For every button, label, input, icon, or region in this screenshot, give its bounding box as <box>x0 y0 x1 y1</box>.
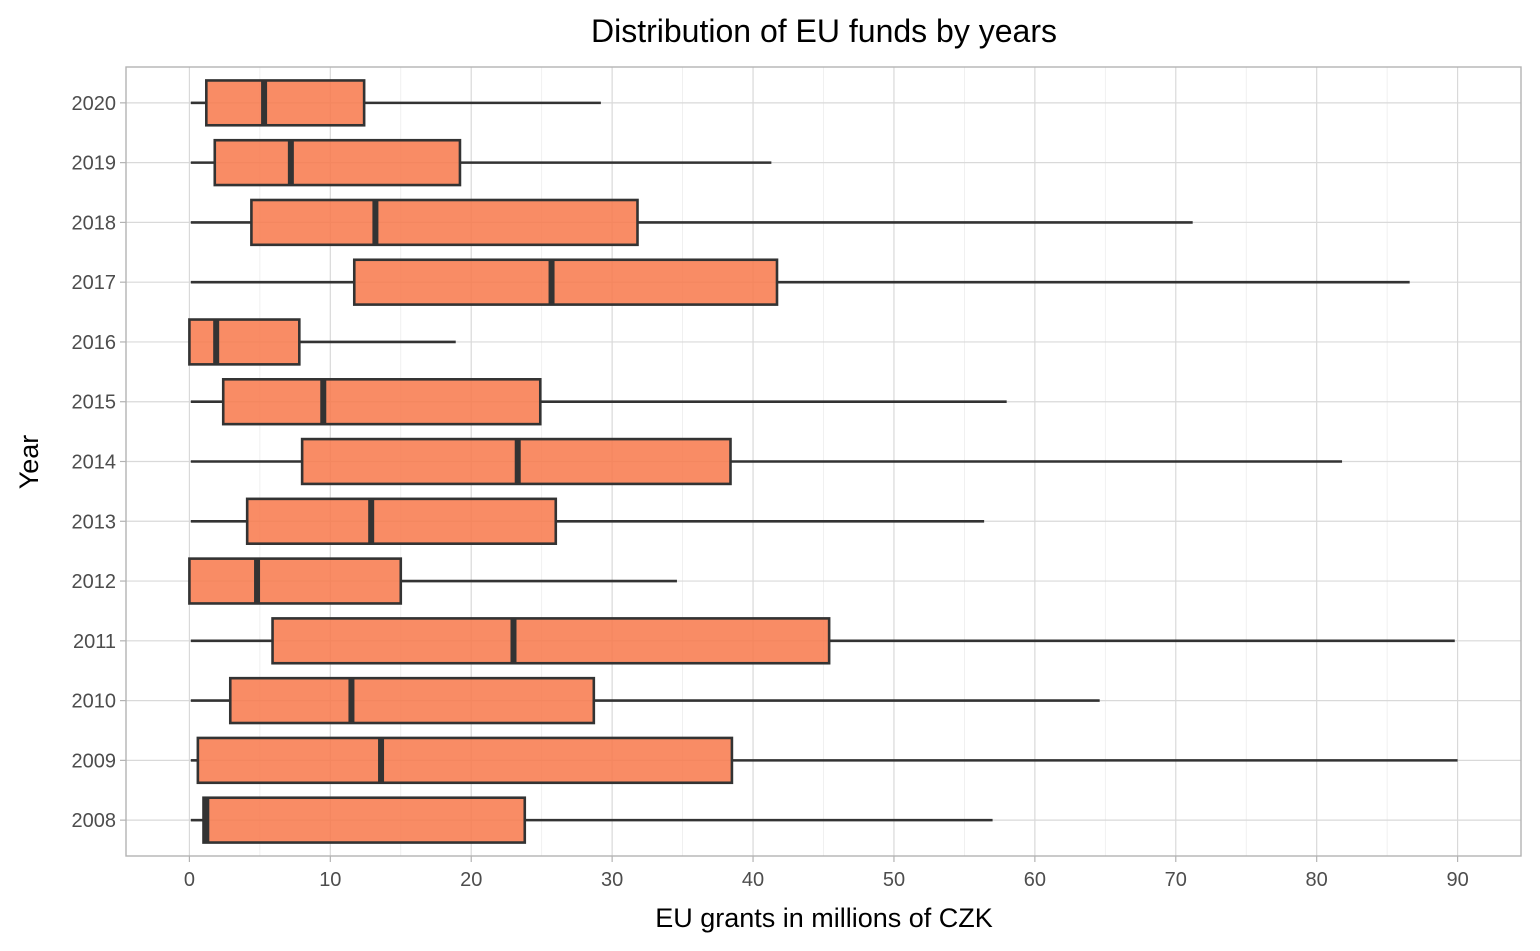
box-2016 <box>188 318 456 366</box>
y-tick-label: 2019 <box>72 153 117 175</box>
iqr-box <box>271 617 831 665</box>
y-tick-label: 2015 <box>72 392 117 414</box>
y-axis: 2008 2009 2010 2011 2012 2013 2014 2015 2016 2017… <box>72 93 126 832</box>
y-tick-label: 2012 <box>72 571 117 593</box>
iqr-box <box>221 378 542 426</box>
x-tick-label: 10 <box>319 869 341 891</box>
box-2011 <box>190 617 1455 665</box>
y-tick-label: 2018 <box>72 212 117 234</box>
y-axis-title: Year <box>14 435 44 490</box>
iqr-box <box>228 676 596 725</box>
x-tick-label: 70 <box>1165 869 1187 891</box>
x-axis: 0 10 20 30 40 50 60 70 80 90 <box>184 856 1469 891</box>
box-2017 <box>190 258 1410 306</box>
y-tick-label: 2016 <box>72 332 117 354</box>
box-2010 <box>190 676 1100 725</box>
boxes <box>188 79 1458 844</box>
x-tick-label: 90 <box>1446 869 1468 891</box>
box-2012 <box>188 557 677 605</box>
y-tick-label: 2014 <box>72 452 117 474</box>
iqr-box <box>250 198 639 247</box>
box-2020 <box>190 79 601 127</box>
x-tick-label: 50 <box>883 869 905 891</box>
box-2008 <box>190 796 993 844</box>
iqr-box <box>196 736 734 785</box>
iqr-box <box>245 497 558 545</box>
chart-title: Distribution of EU funds by years <box>591 13 1057 49</box>
iqr-box <box>188 318 301 366</box>
y-tick-label: 2008 <box>72 810 117 832</box>
y-tick-label: 2009 <box>72 750 117 772</box>
x-tick-label: 20 <box>460 869 482 891</box>
box-2014 <box>190 437 1343 486</box>
box-2019 <box>190 138 772 187</box>
box-2009 <box>190 736 1458 785</box>
x-tick-label: 30 <box>601 869 623 891</box>
iqr-box <box>188 557 403 605</box>
y-tick-label: 2011 <box>73 631 116 653</box>
box-2018 <box>190 198 1193 247</box>
x-tick-label: 60 <box>1024 869 1046 891</box>
x-tick-label: 0 <box>184 869 195 891</box>
x-tick-label: 40 <box>742 869 764 891</box>
box-2013 <box>190 497 985 545</box>
box-2015 <box>190 378 1007 426</box>
iqr-box <box>352 258 779 306</box>
iqr-box <box>202 796 527 844</box>
x-axis-title: EU grants in millions of CZK <box>655 903 993 933</box>
iqr-box <box>213 138 462 187</box>
y-tick-label: 2010 <box>72 691 117 713</box>
y-tick-label: 2013 <box>72 511 117 533</box>
y-tick-label: 2017 <box>72 272 117 294</box>
x-tick-label: 80 <box>1306 869 1328 891</box>
y-tick-label: 2020 <box>72 93 117 115</box>
iqr-box <box>205 79 366 127</box>
